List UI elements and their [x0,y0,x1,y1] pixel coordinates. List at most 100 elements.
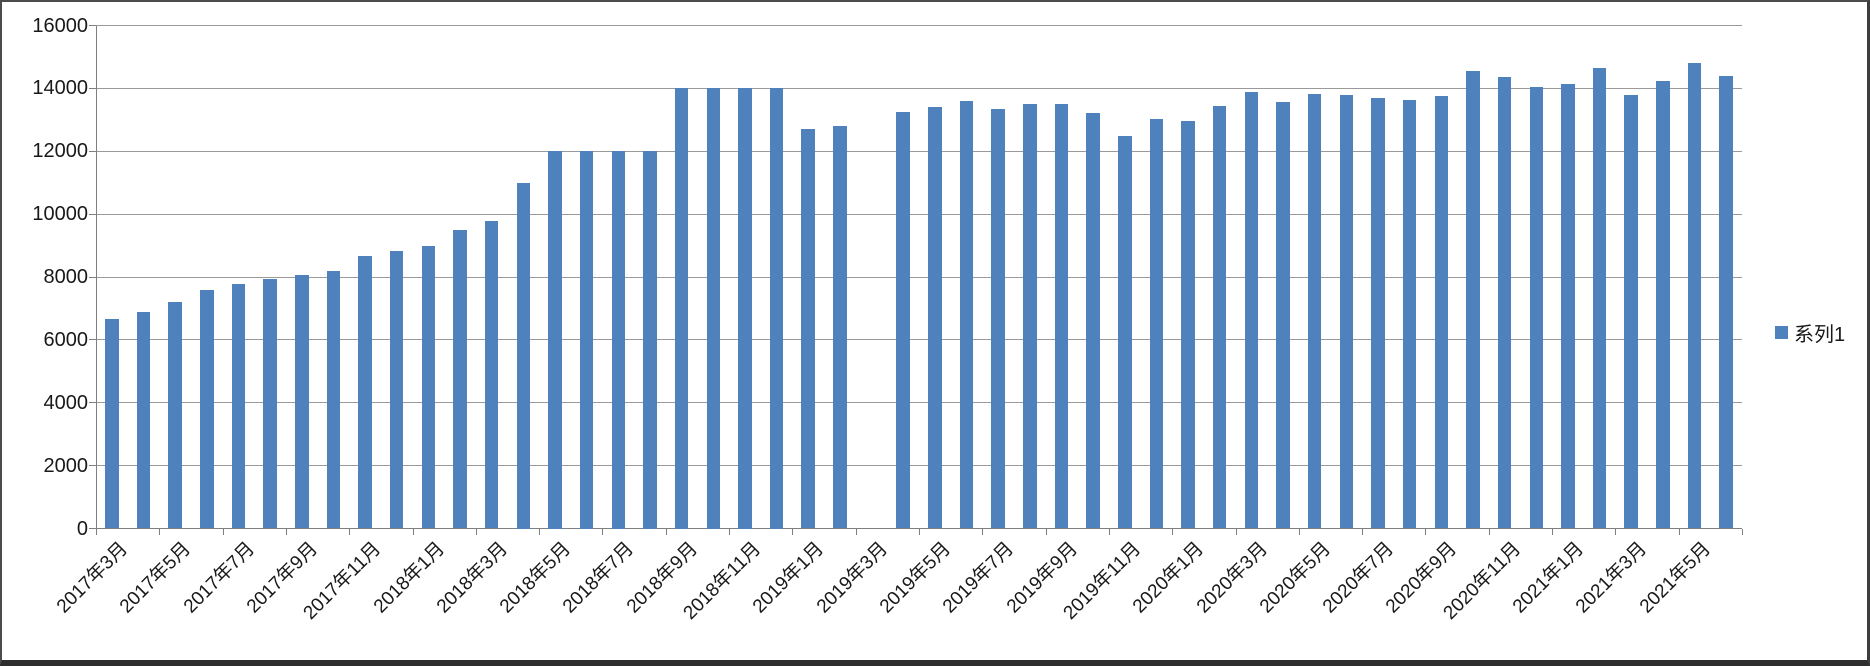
y-axis-tick [89,276,96,278]
x-axis-tick [919,529,920,535]
bar [801,129,815,529]
y-axis-line [95,25,97,529]
bar [326,271,341,529]
gridline [96,276,1742,278]
y-axis-label: 10000 [32,203,88,226]
bar [769,88,784,529]
y-axis-tick [89,25,96,26]
bar [168,302,182,529]
bar [579,151,594,529]
bar [231,283,246,529]
y-axis-label: 6000 [43,328,89,351]
bar [1244,91,1259,529]
bar [1529,87,1543,529]
x-axis-line [96,528,1742,529]
bar [105,319,119,529]
bar [706,88,720,529]
series1-marker-icon [1775,326,1788,339]
bar [1307,93,1322,529]
bar [358,255,372,529]
x-axis-tick [1488,529,1490,535]
bar [484,221,499,529]
x-axis-tick [1678,529,1680,535]
x-axis-tick [159,529,161,535]
y-axis-label: 12000 [32,140,88,163]
x-axis-tick [855,529,857,535]
bar [453,230,467,529]
bar [1086,113,1100,529]
y-axis-label: 4000 [43,391,89,414]
x-axis-tick [1172,529,1174,535]
y-axis-label: 0 [76,517,88,540]
bar [1023,103,1037,529]
legend: 系列1 [1775,318,1845,347]
x-axis-tick [665,529,667,535]
bar [928,106,942,529]
y-axis-tick [89,528,96,529]
bar [1054,103,1069,529]
bar [674,88,689,529]
x-axis-tick [475,529,477,535]
bar [1339,94,1354,529]
bar [516,182,531,529]
bar [1118,136,1132,529]
bar [896,112,910,529]
x-axis-tick [1362,529,1364,535]
x-axis-tick [349,529,351,535]
bar [1402,99,1417,529]
bar [1276,102,1290,529]
bar [1719,76,1733,529]
y-axis-label: 8000 [43,266,89,288]
bar [1561,83,1575,529]
x-axis-tick [96,529,97,535]
bar [1466,71,1480,529]
y-axis-tick [89,213,96,215]
x-axis-tick [539,529,541,535]
x-axis-tick [222,529,224,535]
x-axis-tick [1742,529,1743,535]
bar [1434,95,1449,529]
y-axis-tick [89,339,96,341]
bar [1624,94,1638,529]
bar [389,250,404,529]
bar [833,126,847,529]
bar [738,88,752,529]
bar [1656,81,1670,529]
x-axis-tick [1235,529,1237,535]
bar [1212,105,1227,529]
gridline [96,150,1742,152]
bar [611,151,626,529]
x-axis-tick [1108,529,1110,535]
y-axis-label: 14000 [32,77,88,100]
x-axis-tick [729,529,731,535]
x-axis-tick [1615,529,1617,535]
x-axis-tick [1045,529,1047,535]
bar [1592,67,1607,529]
y-axis-label: 16000 [32,14,88,37]
bar [643,151,657,529]
x-axis-tick [1552,529,1554,535]
bar [295,274,309,529]
x-axis-tick [982,529,984,535]
gridline [96,213,1742,215]
y-axis-label: 2000 [43,454,89,477]
x-axis-tick [1425,529,1427,535]
y-axis-tick [89,465,96,467]
x-axis-tick [1298,529,1300,535]
bar [991,109,1005,529]
x-axis-tick [412,529,414,535]
gridline [96,465,1742,467]
x-axis-tick [285,529,287,535]
y-axis-tick [89,150,96,152]
y-axis-tick [89,87,96,89]
bar [1149,118,1164,529]
bar [421,246,436,529]
bar [200,289,214,529]
x-axis-tick [602,529,604,535]
bar [1687,62,1702,529]
gridline [96,25,1742,26]
bar [263,279,277,529]
gridline [96,339,1742,341]
bar [1497,77,1512,529]
